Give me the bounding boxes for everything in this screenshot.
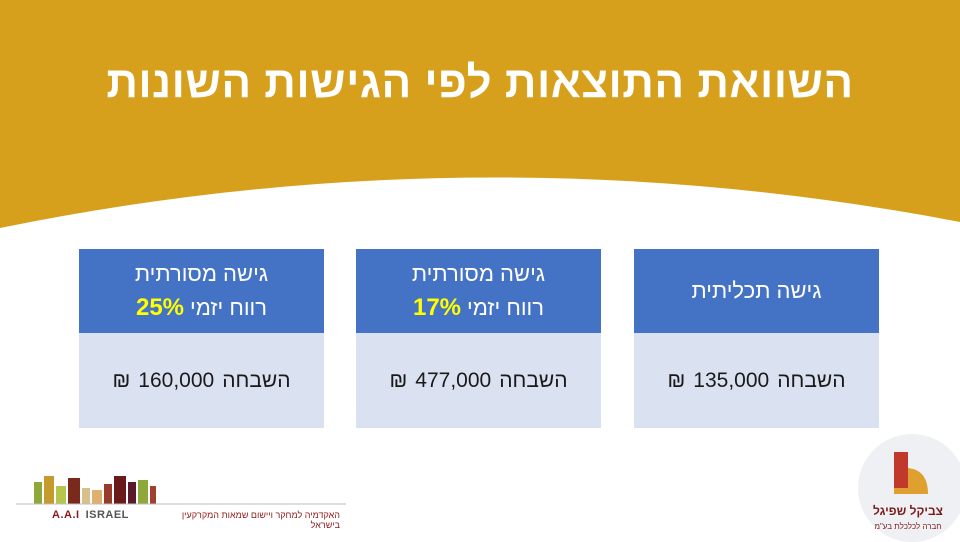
card-body: השבחה 477,000 ₪ bbox=[356, 333, 601, 428]
gain-value: 135,000 bbox=[693, 368, 770, 392]
aai-logo-icon bbox=[16, 476, 346, 505]
company-logo: צביקל שפיגל חברה לכלכלת בע"מ bbox=[858, 434, 960, 542]
company-tagline: חברה לכלכלת בע"מ bbox=[874, 522, 942, 531]
card-body: השבחה 135,000 ₪ bbox=[634, 333, 879, 428]
aai-logo-text: A.A.I ISRAEL bbox=[52, 509, 129, 521]
card-profit-line: רווח יזמי 25% bbox=[136, 291, 267, 325]
company-logo-icon bbox=[894, 452, 928, 494]
currency-symbol: ₪ bbox=[112, 368, 131, 392]
profit-percent: 25% bbox=[135, 294, 185, 321]
card-heading: גישה מסורתית bbox=[134, 261, 269, 286]
gain-label: השבחה bbox=[499, 368, 568, 392]
profit-percent: 17% bbox=[412, 294, 462, 321]
company-name: צביקל שפיגל bbox=[873, 504, 943, 518]
card-header: גישה מסורתית רווח יזמי 17% bbox=[356, 249, 601, 333]
gain-value: 477,000 bbox=[415, 368, 492, 392]
card-header: גישה תכליתית bbox=[634, 249, 879, 333]
gain-value: 160,000 bbox=[138, 368, 215, 392]
currency-symbol: ₪ bbox=[667, 368, 686, 392]
aai-brand: A.A.I bbox=[52, 509, 80, 521]
card-purposive: גישה תכליתית השבחה 135,000 ₪ bbox=[634, 249, 879, 428]
card-traditional-25: גישה מסורתית רווח יזמי 25% השבחה 160,000… bbox=[79, 249, 324, 428]
gain-label: השבחה bbox=[222, 368, 291, 392]
header-banner bbox=[0, 0, 960, 228]
card-profit-line: רווח יזמי 17% bbox=[413, 291, 544, 325]
card-heading: גישה מסורתית bbox=[411, 261, 546, 286]
card-traditional-17: גישה מסורתית רווח יזמי 17% השבחה 477,000… bbox=[356, 249, 601, 428]
page-title: השוואת התוצאות לפי הגישות השונות bbox=[106, 58, 854, 107]
profit-label: רווח יזמי bbox=[190, 295, 268, 320]
card-body: השבחה 160,000 ₪ bbox=[79, 333, 324, 428]
gain-label: השבחה bbox=[777, 368, 846, 392]
aai-tagline: האקדמיה למחקר ויישום שמאות המקרקעין בישר… bbox=[181, 510, 340, 530]
card-header: גישה מסורתית רווח יזמי 25% bbox=[79, 249, 324, 333]
profit-label: רווח יזמי bbox=[467, 295, 545, 320]
currency-symbol: ₪ bbox=[389, 368, 408, 392]
aai-country: ISRAEL bbox=[85, 509, 129, 521]
card-heading: גישה תכליתית bbox=[691, 278, 822, 303]
